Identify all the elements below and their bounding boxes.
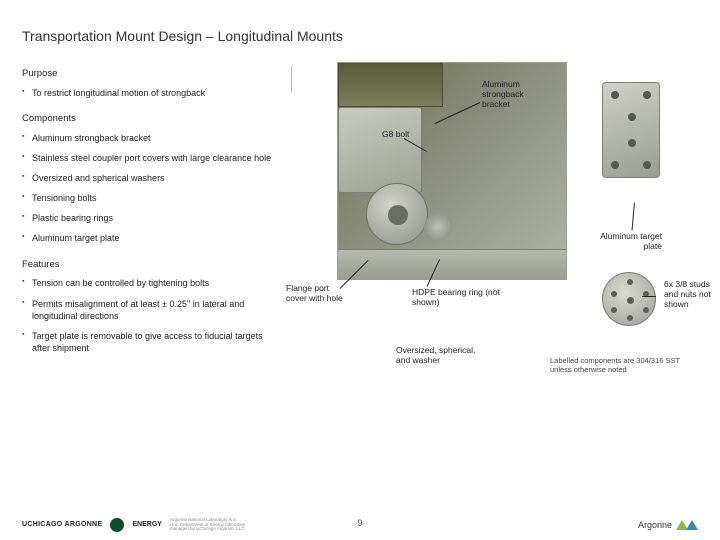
uchicago-logo-text: UCHICAGO ARGONNE xyxy=(22,521,102,528)
purpose-list: To restrict longitudinal motion of stron… xyxy=(22,87,272,99)
cad-beam xyxy=(338,63,443,107)
features-list: Tension can be controlled by tightening … xyxy=(22,277,272,354)
features-heading: Features xyxy=(22,259,272,272)
list-item: Tensioning bolts xyxy=(22,192,272,204)
argonne-logo: Argonne xyxy=(638,520,698,530)
figure-area: Aluminum strongback bracket G8 bolt Flan… xyxy=(292,62,698,332)
energy-logo-text: ENERGY xyxy=(132,521,162,528)
list-item: Oversized and spherical washers xyxy=(22,172,272,184)
ann-g8: G8 bolt xyxy=(382,130,422,140)
ann-washer: Oversized, spherical, and washer xyxy=(396,346,476,366)
footer-left-logos: UCHICAGO ARGONNE ENERGY Argonne National… xyxy=(22,518,246,532)
mini-plate-render xyxy=(602,272,656,326)
list-item: Plastic bearing rings xyxy=(22,212,272,224)
target-plate-render xyxy=(602,82,660,178)
ann-flange: Flange port cover with hole xyxy=(286,284,346,304)
components-list: Aluminum strongback bracket Stainless st… xyxy=(22,132,272,245)
cad-hub xyxy=(424,213,452,241)
footer: UCHICAGO ARGONNE ENERGY Argonne National… xyxy=(0,500,720,540)
list-item: Tension can be controlled by tightening … xyxy=(22,277,272,289)
footer-fine-print: Argonne National Laboratory is aU.S. Dep… xyxy=(170,518,246,532)
components-heading: Components xyxy=(22,113,272,126)
ann-al-bracket: Aluminum strongback bracket xyxy=(482,80,552,109)
purpose-heading: Purpose xyxy=(22,68,272,81)
page-number: 9 xyxy=(357,518,362,528)
ann-hdpe: HDPE bearing ring (not shown) xyxy=(412,288,502,308)
list-item: Stainless steel coupler port covers with… xyxy=(22,152,272,164)
argonne-logo-text: Argonne xyxy=(638,520,672,530)
ann-studs: 6x 3/8 studs and nuts not shown xyxy=(664,280,720,309)
cad-base xyxy=(338,249,566,279)
doe-seal-icon xyxy=(110,518,124,532)
leader-line xyxy=(632,203,635,231)
leader-line xyxy=(642,296,656,297)
ann-al-target: Aluminum target plate xyxy=(592,232,662,252)
cad-flange-disc xyxy=(366,183,428,245)
list-item: To restrict longitudinal motion of stron… xyxy=(22,87,272,99)
list-item: Target plate is removable to give access… xyxy=(22,330,272,354)
list-item: Aluminum target plate xyxy=(22,232,272,244)
ann-note: Labelled components are 304/316 SST unle… xyxy=(550,356,700,375)
list-item: Aluminum strongback bracket xyxy=(22,132,272,144)
list-item: Permits misalignment of at least ± 0.25"… xyxy=(22,298,272,322)
cad-bracket xyxy=(338,107,422,193)
left-column: Purpose To restrict longitudinal motion … xyxy=(22,62,272,362)
triangle-icon xyxy=(686,520,698,530)
slide-title: Transportation Mount Design – Longitudin… xyxy=(0,22,720,54)
